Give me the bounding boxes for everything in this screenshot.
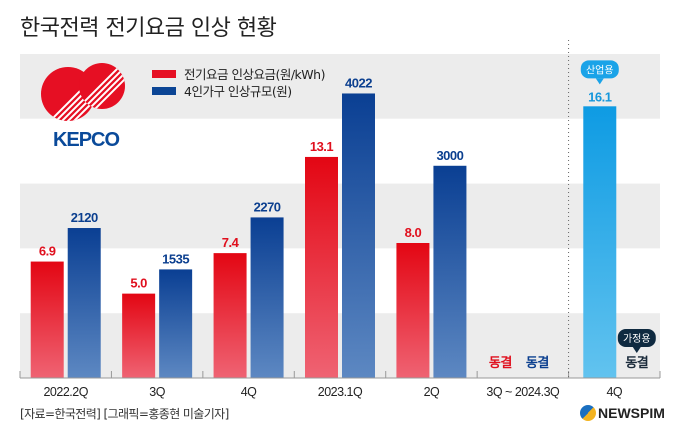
grid-band [20, 118, 660, 184]
bar-rate [122, 293, 156, 378]
data-labels: 6.9 2120 5.0 1535 7.4 2270 13.1 4022 8.0 3000 동결 동결… [39, 60, 656, 370]
data-label-household-frozen: 동결 [625, 355, 648, 370]
grid-band [20, 183, 660, 249]
brand-text: NEWSPIM [598, 405, 665, 421]
data-label-rate: 13.1 [310, 139, 334, 154]
data-label-rate: 6.9 [39, 244, 56, 259]
bar-household [159, 269, 193, 378]
data-label-household: 1535 [162, 251, 189, 266]
data-label-household: 4022 [345, 75, 372, 90]
legend-label: 전기요금 인상요금(원/kWh) [184, 67, 325, 82]
legend-label: 4인가구 인상규모(원) [184, 84, 292, 99]
data-label-household: 2120 [71, 210, 98, 225]
data-label-household: 3000 [436, 148, 463, 163]
legend-item-household: 4인가구 인상규모(원) [152, 82, 325, 99]
bar-rate [30, 261, 64, 378]
grid-band [20, 248, 660, 314]
legend-item-rate: 전기요금 인상요금(원/kWh) [152, 65, 325, 82]
bar-household [433, 165, 467, 378]
kepco-logo: KEPCO [41, 63, 125, 151]
callout-industrial-label: 산업용 [586, 63, 614, 76]
logo-text: KEPCO [53, 129, 120, 151]
x-tick-label: 3Q [149, 385, 165, 399]
legend-swatch-red [152, 69, 176, 78]
chart-title: 한국전력 전기요금 인상 현황 [20, 16, 277, 41]
x-axis: 2022.2Q 3Q 4Q 2023.1Q 2Q 3Q ~ 2024.3Q 4Q [19, 40, 661, 399]
x-tick-label: 2023.1Q [318, 385, 363, 399]
grid-band [20, 313, 660, 378]
data-label-industrial: 16.1 [588, 89, 612, 104]
bar-household [342, 93, 375, 378]
data-label-household-frozen: 동결 [526, 355, 549, 370]
newspim-brand: NEWSPIM [580, 405, 665, 421]
callout-household [617, 329, 656, 347]
grid-band [20, 54, 660, 119]
bar-industrial [583, 106, 617, 378]
bar-rate [213, 253, 247, 378]
bar-rate [305, 156, 338, 378]
x-tick-label: 2Q [424, 385, 440, 399]
legend: 전기요금 인상요금(원/kWh) 4인가구 인상규모(원) [152, 65, 325, 99]
bars [30, 93, 617, 378]
callout-pointer [632, 347, 641, 353]
callout-industrial [580, 60, 619, 79]
x-tick-label: 3Q ~ 2024.3Q [486, 385, 560, 399]
callout-household-label: 가정용 [623, 333, 651, 345]
callout-pointer [595, 78, 604, 85]
legend-swatch-blue [152, 86, 176, 95]
newspim-logo-icon [580, 405, 596, 421]
data-label-rate: 5.0 [130, 276, 147, 291]
x-tick-label: 2022.2Q [43, 385, 88, 399]
bar-household [67, 228, 101, 378]
bar-household [250, 217, 284, 378]
data-label-rate: 8.0 [405, 225, 422, 240]
x-tick-label: 4Q [606, 385, 622, 399]
source-credit: [자료=한국전력] [그래픽=홍종현 미술기자] [20, 407, 229, 421]
data-label-rate-frozen: 동결 [489, 355, 512, 370]
data-label-household: 2270 [254, 199, 281, 214]
bar-rate [396, 243, 430, 378]
data-label-rate: 7.4 [222, 235, 240, 250]
x-tick-label: 4Q [241, 385, 257, 399]
